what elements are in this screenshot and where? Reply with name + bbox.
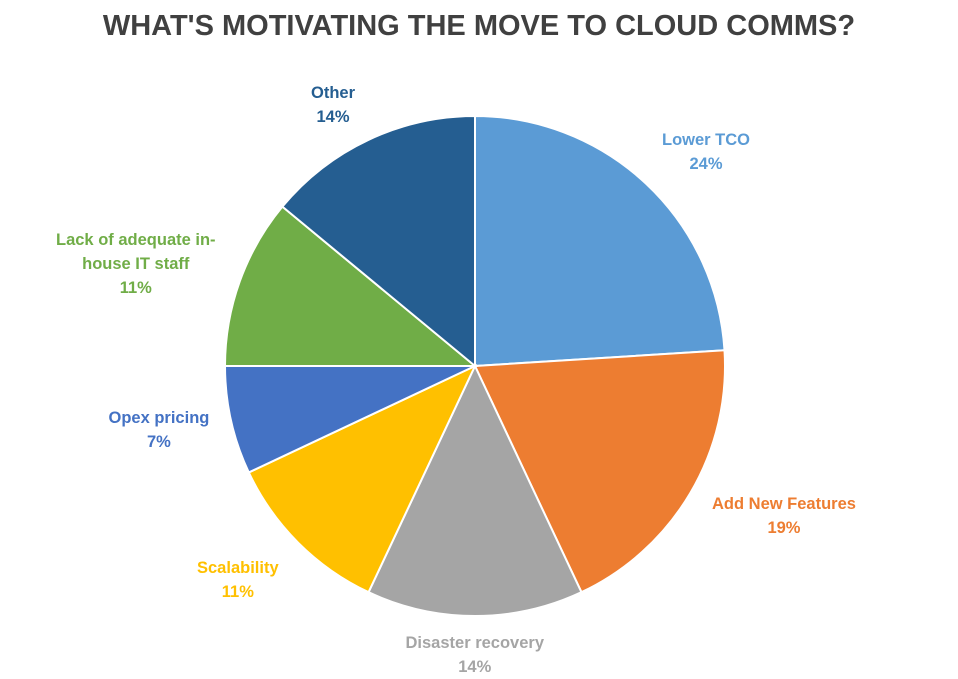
pie-slice-other bbox=[280, 114, 476, 369]
slice-value-label: 24% bbox=[689, 155, 723, 173]
slice-label-disaster-recovery: Disaster recovery 14% bbox=[406, 631, 545, 679]
slice-value-label: 19% bbox=[767, 519, 801, 537]
slice-label-text: Other bbox=[311, 84, 356, 102]
slice-value-label: 11% bbox=[221, 583, 254, 601]
pie-slice-lack-of-adequate-in-house-it-staff bbox=[223, 205, 478, 367]
slice-label-add-new-features: Add New Features 19% bbox=[712, 492, 856, 540]
slice-label-text: Lower TCO bbox=[662, 131, 751, 149]
slice-value-label: 14% bbox=[316, 108, 350, 126]
slice-label-lack-of-adequate-in-house-it-staff: Lack of adequate in-house IT staff 11% bbox=[56, 228, 216, 300]
slice-label-opex-pricing: Opex pricing 7% bbox=[109, 406, 210, 454]
pie-slices bbox=[223, 114, 726, 617]
pie-slice-scalability bbox=[247, 363, 478, 594]
slice-label-text: Lack of adequate in- bbox=[56, 231, 216, 249]
slice-label-text: house IT staff bbox=[82, 255, 190, 273]
chart-title: WHAT'S MOTIVATING THE MOVE TO CLOUD COMM… bbox=[102, 10, 856, 42]
slice-label-lower-tco: Lower TCO 24% bbox=[662, 128, 750, 176]
slice-label-other: Other 14% bbox=[311, 81, 355, 129]
slice-value-label: 11% bbox=[119, 279, 152, 297]
pie-slice-add-new-features bbox=[473, 349, 726, 594]
pie-slice-disaster-recovery bbox=[367, 363, 583, 617]
pie-slice-lower-tco bbox=[474, 114, 726, 368]
slice-label-scalability: Scalability 11% bbox=[197, 556, 279, 604]
slice-value-label: 14% bbox=[458, 658, 492, 676]
slice-label-text: Add New Features bbox=[712, 495, 856, 513]
slice-label-text: Opex pricing bbox=[108, 409, 210, 427]
slice-value-label: 7% bbox=[147, 433, 171, 451]
slice-label-text: Scalability bbox=[197, 559, 279, 577]
pie-slice-opex-pricing bbox=[223, 365, 476, 474]
slice-label-text: Disaster recovery bbox=[405, 634, 545, 652]
